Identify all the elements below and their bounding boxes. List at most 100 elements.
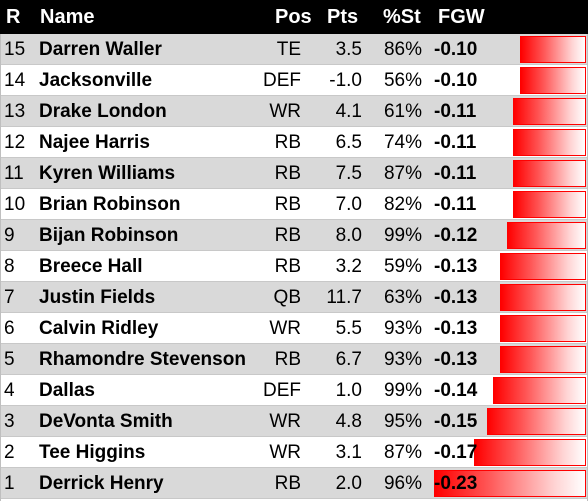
points-cell: 6.5 [335, 132, 362, 153]
table-body: 15 Darren Waller TE 3.5 86% -0.10 14 Jacksonvil… [0, 34, 588, 499]
rank-cell: 15 [4, 39, 26, 60]
points-cell: 1.0 [335, 380, 362, 401]
header-pct-started: %St [383, 6, 421, 28]
table-row: 13 Drake London WR 4.1 61% -0.11 [0, 96, 588, 127]
position-cell: RB [274, 132, 301, 153]
table-row: 5 Rhamondre Stevenson RB 6.7 93% -0.13 [0, 344, 588, 375]
position-cell: RB [274, 194, 301, 215]
rank-cell: 12 [4, 132, 26, 153]
fgw-bar [474, 439, 586, 466]
fgw-bar [520, 36, 586, 63]
fgw-bar [487, 408, 586, 435]
header-rank: R [6, 6, 21, 28]
points-cell: 7.0 [335, 194, 362, 215]
fgw-bar-cell [432, 470, 586, 497]
fgw-bar-cell [432, 191, 586, 218]
points-cell: 8.0 [335, 225, 362, 246]
header-pos: Pos [275, 6, 312, 28]
table-row: 6 Calvin Ridley WR 5.5 93% -0.13 [0, 313, 588, 344]
pct-started-cell: 59% [383, 256, 422, 277]
fgw-bar-cell [432, 129, 586, 156]
fgw-bar [434, 470, 586, 497]
position-cell: RB [274, 473, 301, 494]
fgw-bar [500, 253, 586, 280]
table-row: 9 Bijan Robinson RB 8.0 99% -0.12 [0, 220, 588, 251]
position-cell: DEF [263, 70, 301, 91]
pct-started-cell: 74% [383, 132, 422, 153]
pct-started-cell: 63% [383, 287, 422, 308]
position-cell: WR [269, 101, 301, 122]
pct-started-cell: 93% [383, 349, 422, 370]
pct-started-cell: 99% [383, 225, 422, 246]
header-pts: Pts [327, 6, 359, 28]
table-border-left [0, 34, 1, 501]
points-cell: 3.5 [335, 39, 362, 60]
rank-cell: 11 [4, 163, 24, 184]
fgw-bar [513, 98, 586, 125]
position-cell: QB [273, 287, 301, 308]
pct-started-cell: 61% [383, 101, 422, 122]
player-name: Darren Waller [39, 39, 162, 60]
player-name: Drake London [39, 101, 167, 122]
points-cell: 3.2 [335, 256, 362, 277]
pct-started-cell: 93% [383, 318, 422, 339]
player-name: Brian Robinson [39, 194, 181, 215]
fgw-value: -0.13 [434, 318, 478, 339]
fgw-value: -0.14 [434, 380, 478, 401]
fgw-value: -0.11 [434, 194, 477, 215]
position-cell: WR [269, 442, 301, 463]
points-cell: -1.0 [329, 70, 362, 91]
fgw-value: -0.13 [434, 287, 478, 308]
pct-started-cell: 87% [383, 163, 422, 184]
points-cell: 4.8 [335, 411, 362, 432]
rank-cell: 5 [4, 349, 15, 370]
fgw-bar-cell [432, 315, 586, 342]
fgw-bar-cell [432, 408, 586, 435]
fgw-bar-cell [432, 439, 586, 466]
fgw-bar-cell [432, 253, 586, 280]
fgw-bar-cell [432, 346, 586, 373]
position-cell: WR [269, 318, 301, 339]
fgw-bar-cell [432, 222, 586, 249]
points-cell: 3.1 [335, 442, 362, 463]
player-name: Najee Harris [39, 132, 150, 153]
player-name: Derrick Henry [39, 473, 164, 494]
header-fgw: FGW [438, 6, 485, 28]
table-row: 1 Derrick Henry RB 2.0 96% -0.23 [0, 468, 588, 499]
table-row: 7 Justin Fields QB 11.7 63% -0.13 [0, 282, 588, 313]
player-name: Calvin Ridley [39, 318, 159, 339]
points-cell: 4.1 [335, 101, 362, 122]
header-name: Name [40, 6, 95, 28]
player-name: Bijan Robinson [39, 225, 179, 246]
fgw-bar-cell [432, 284, 586, 311]
fgw-value: -0.15 [434, 411, 478, 432]
fgw-bar [493, 377, 586, 404]
fgw-bar [513, 191, 586, 218]
position-cell: TE [276, 39, 301, 60]
rank-cell: 13 [4, 101, 26, 122]
fgw-value: -0.10 [434, 39, 478, 60]
fgw-value: -0.12 [434, 225, 478, 246]
position-cell: DEF [263, 380, 301, 401]
rank-cell: 2 [4, 442, 15, 463]
table-row: 10 Brian Robinson RB 7.0 82% -0.11 [0, 189, 588, 220]
points-cell: 5.5 [335, 318, 362, 339]
rank-cell: 7 [4, 287, 15, 308]
player-name: Justin Fields [39, 287, 156, 308]
rank-cell: 10 [4, 194, 26, 215]
fgw-value: -0.11 [434, 163, 477, 184]
fgw-bar-cell [432, 98, 586, 125]
pct-started-cell: 86% [383, 39, 422, 60]
player-name: Jacksonville [39, 70, 153, 91]
fgw-bar-cell [432, 377, 586, 404]
table-row: 14 Jacksonville DEF -1.0 56% -0.10 [0, 65, 588, 96]
fgw-bar [513, 160, 586, 187]
fgw-value: -0.11 [434, 132, 477, 153]
rank-cell: 1 [4, 473, 15, 494]
fgw-bar [507, 222, 586, 249]
pct-started-cell: 87% [383, 442, 422, 463]
fgw-value: -0.23 [434, 473, 478, 494]
table-row: 15 Darren Waller TE 3.5 86% -0.10 [0, 34, 588, 65]
pct-started-cell: 56% [383, 70, 422, 91]
